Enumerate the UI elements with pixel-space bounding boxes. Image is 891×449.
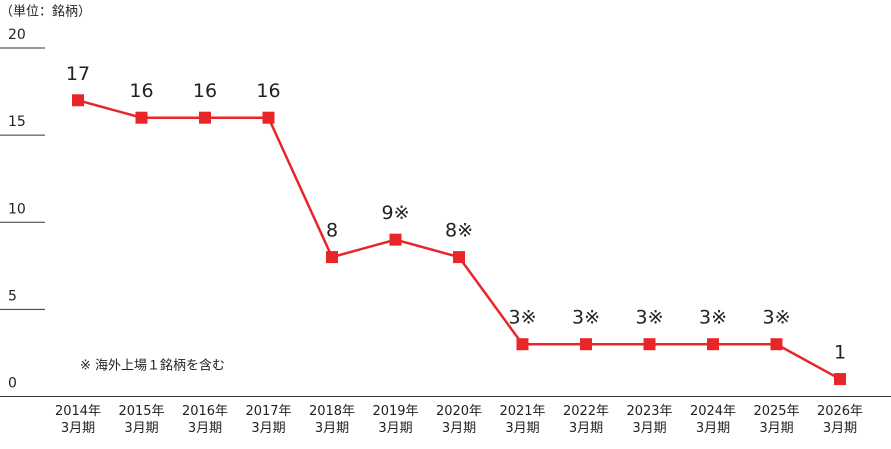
value-label: 1 [834, 342, 846, 364]
marker [389, 233, 402, 246]
x-tick-label: 2019年 3月期 [372, 404, 418, 436]
marker [326, 251, 338, 264]
value-label: 8※ [445, 220, 473, 242]
marker [135, 111, 148, 124]
value-label: 17 [66, 63, 90, 85]
x-tick-label: 2025年 3月期 [753, 404, 799, 436]
marker [770, 338, 783, 351]
y-tick-label: 20 [8, 27, 26, 43]
x-tick-label: 2018年 3月期 [309, 404, 355, 436]
x-tick-label: 2023年 3月期 [626, 404, 672, 436]
x-tick-label: 2022年 3月期 [563, 404, 609, 436]
y-tick-label: 5 [8, 288, 17, 304]
value-label: 3※ [508, 307, 536, 329]
value-label: 16 [193, 80, 217, 102]
marker [707, 338, 719, 351]
marker [643, 338, 656, 351]
marker [262, 111, 275, 124]
unit-label: （単位：銘柄） [0, 4, 91, 20]
x-tick-label: 2016年 3月期 [182, 404, 228, 436]
value-label: 3※ [699, 307, 727, 329]
x-tick-label: 2015年 3月期 [118, 404, 164, 436]
value-label: 16 [129, 80, 153, 102]
x-tick-label: 2017年 3月期 [245, 404, 291, 436]
x-tick-label: 2024年 3月期 [690, 404, 736, 436]
value-label: 9※ [381, 202, 409, 224]
marker [580, 338, 592, 351]
value-label: 3※ [572, 307, 600, 329]
x-tick-label: 2026年 3月期 [817, 404, 863, 436]
marker [516, 338, 529, 351]
value-label: 3※ [635, 307, 663, 329]
marker [199, 111, 211, 124]
marker [72, 94, 84, 107]
value-label: 3※ [762, 307, 790, 329]
value-label: 16 [256, 80, 280, 102]
note: ※ 海外上場１銘柄を含む [80, 358, 225, 374]
y-tick-label: 0 [8, 376, 17, 392]
x-tick-label: 2014年 3月期 [55, 404, 101, 436]
x-tick-label: 2021年 3月期 [499, 404, 545, 436]
x-tick-label: 2020年 3月期 [436, 404, 482, 436]
marker [453, 251, 465, 264]
marker [834, 373, 846, 386]
y-tick-label: 10 [8, 201, 26, 217]
value-label: 8 [326, 220, 338, 242]
y-tick-label: 15 [8, 114, 26, 130]
